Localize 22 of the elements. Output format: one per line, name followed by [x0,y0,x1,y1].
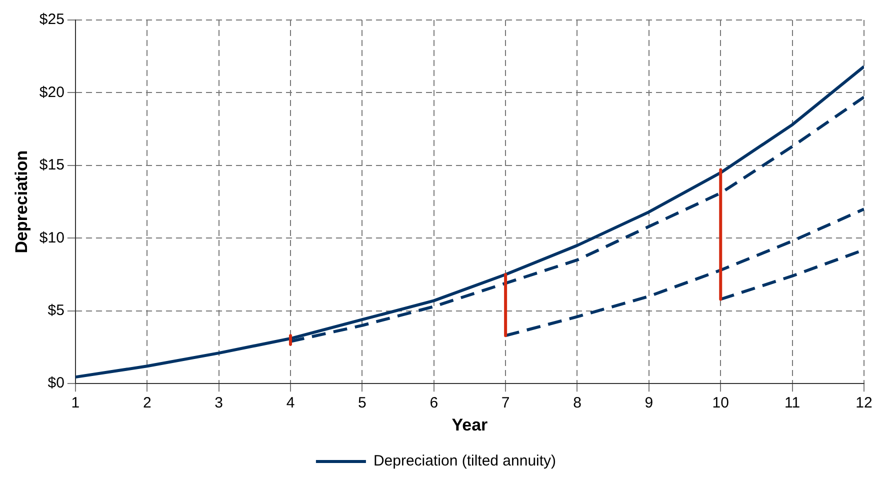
y-axis-title: Depreciation [12,150,31,254]
x-tick-label: 4 [286,394,295,412]
x-tick-label: 5 [358,394,366,412]
line-series [504,208,864,338]
x-tick-label: 7 [501,394,510,412]
x-tick-label: 1 [71,394,80,412]
x-tick-label: 2 [142,394,152,412]
x-tick-label: 3 [214,394,223,412]
x-axis-title: Year [452,415,488,434]
y-tick-label: $25 [39,11,64,28]
y-tick-label: $15 [39,156,64,174]
x-tick-label: 10 [712,394,729,412]
y-tick-label: $10 [39,229,64,246]
y-tick-label: $0 [48,374,64,392]
x-tick-label: 6 [430,394,438,412]
x-tick-label: 11 [784,394,800,412]
legend-label: Depreciation (tilted annuity) [373,452,556,470]
y-tick-label: $20 [39,84,64,101]
x-tick-label: 12 [856,394,872,412]
x-tick-label: 9 [644,394,654,412]
y-tick-label: $5 [48,302,64,320]
x-tick-label: 8 [573,394,582,412]
